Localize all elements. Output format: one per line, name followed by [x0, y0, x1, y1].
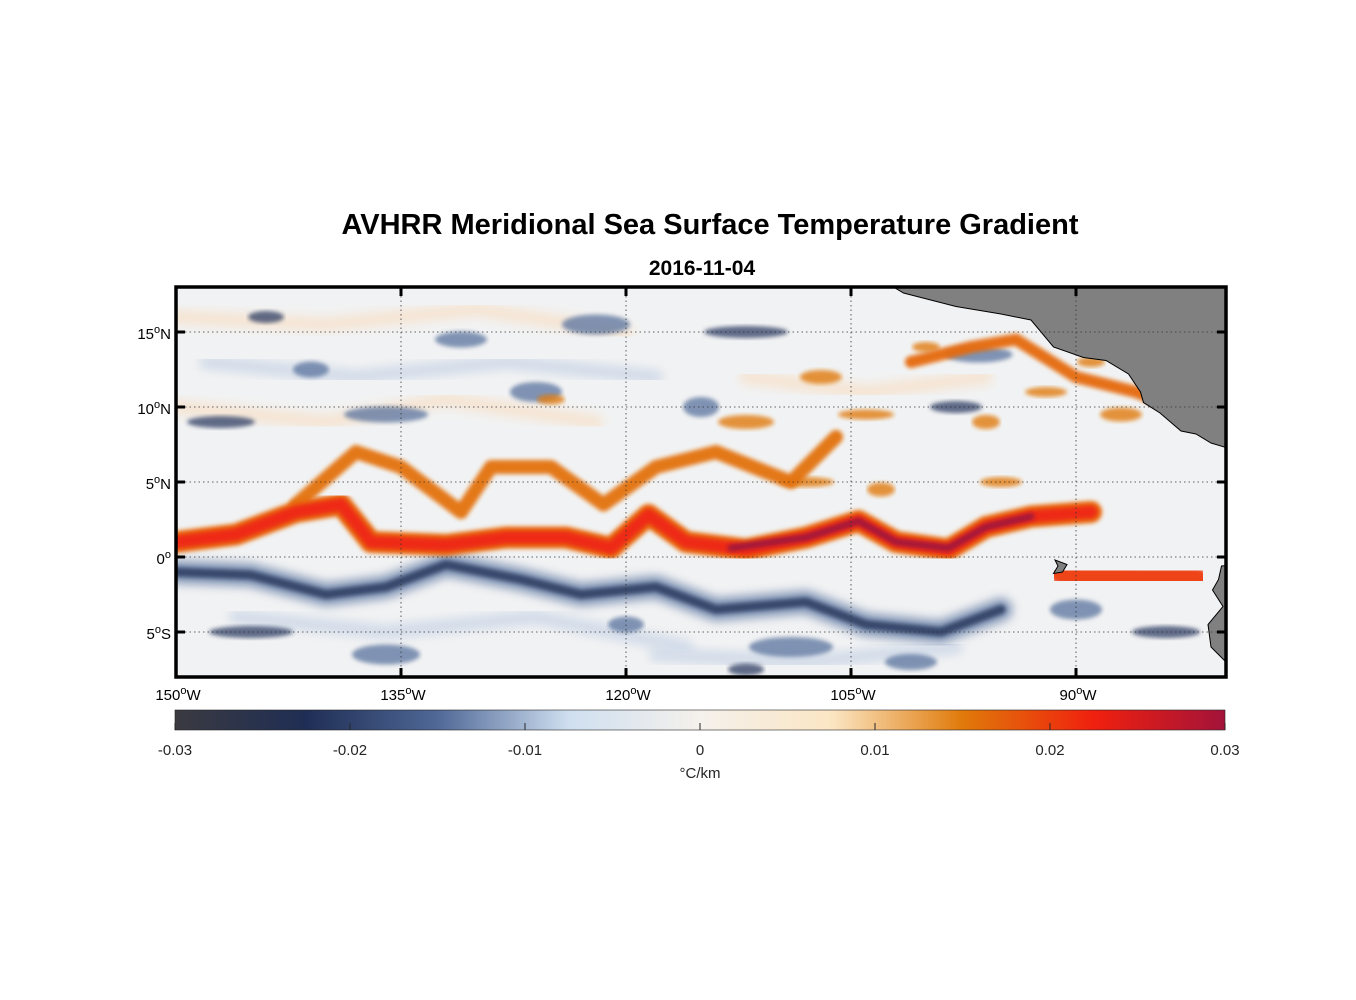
cold-band-south [176, 560, 1006, 637]
equatorial-front-core [727, 513, 1035, 552]
texture-streak [739, 370, 993, 400]
warm-anomaly [800, 370, 842, 384]
warm-anomaly [912, 342, 940, 352]
texture-streak [649, 640, 963, 670]
cold-anomaly [187, 416, 255, 428]
colorbar-tick-label: 0.03 [1210, 742, 1239, 759]
degree-symbol: o [155, 624, 161, 636]
tick-hemisphere: W [1082, 687, 1097, 704]
colorbar-label: °C/km [680, 765, 721, 782]
land-south-america [1207, 565, 1226, 663]
cold-anomaly [435, 331, 487, 348]
tick-hemisphere: W [186, 687, 201, 704]
degree-symbol: o [154, 399, 160, 411]
tick-degrees: 15 [137, 326, 154, 343]
chart-subtitle: 2016-11-04 [649, 257, 756, 280]
warm-coastal-southeast [1049, 560, 1208, 592]
cold-anomaly [885, 654, 937, 670]
colorbar-tick-label: -0.02 [333, 742, 367, 759]
colorbar: -0.03 -0.02 -0.01 0 0.01 0.02 0.03 °C/km [158, 709, 1240, 782]
degree-symbol: o [1076, 685, 1082, 697]
warm-anomaly [972, 415, 1000, 429]
gradient-field [176, 302, 1217, 676]
lon-tick-label: 135oW [380, 685, 426, 704]
cold-anomaly [1050, 599, 1102, 620]
tick-hemisphere: W [636, 687, 651, 704]
tick-degrees: 10 [137, 401, 154, 418]
cold-anomaly [293, 361, 329, 378]
colorbar-ticks: -0.03 -0.02 -0.01 0 0.01 0.02 0.03 [158, 723, 1240, 759]
cold-anomaly [209, 626, 293, 638]
cold-anomaly [704, 326, 788, 338]
lon-tick-label: 150oW [155, 685, 201, 704]
longitude-labels: 150oW 135oW 120oW 105oW 90oW [155, 685, 1097, 704]
degree-symbol: o [154, 324, 160, 336]
warm-anomaly [718, 415, 774, 429]
tick-degrees: 0 [157, 551, 165, 568]
lat-tick-label: 5oN [146, 474, 171, 493]
tick-degrees: 90 [1060, 687, 1077, 704]
lat-tick-label: 5oS [147, 624, 171, 643]
colorbar-tick-label: 0.02 [1035, 742, 1064, 759]
degree-symbol: o [855, 685, 861, 697]
texture-streak [229, 609, 693, 654]
tick-degrees: 120 [605, 687, 630, 704]
degree-symbol: o [180, 685, 186, 697]
warm-anomaly [1025, 387, 1067, 397]
cold-anomaly [344, 406, 428, 423]
lon-tick-label: 120oW [605, 685, 651, 704]
lon-tick-label: 105oW [830, 685, 876, 704]
land [892, 287, 1226, 663]
lat-tick-label: 0o [157, 549, 171, 568]
cold-anomaly [562, 314, 630, 335]
degree-symbol: o [405, 685, 411, 697]
cold-anomaly [683, 397, 719, 417]
axis-ticks [174, 287, 1226, 677]
tick-hemisphere: W [861, 687, 876, 704]
tick-degrees: 150 [155, 687, 180, 704]
degree-symbol: o [630, 685, 636, 697]
tick-hemisphere: N [160, 401, 171, 418]
tick-hemisphere: S [161, 626, 171, 643]
colorbar-tick-label: -0.01 [508, 742, 542, 759]
tick-hemisphere: W [411, 687, 426, 704]
cold-anomaly [352, 644, 420, 665]
colorbar-tick-label: 0.01 [860, 742, 889, 759]
texture-streak [176, 302, 633, 339]
lat-tick-label: 10oN [137, 399, 171, 418]
degree-symbol: o [154, 474, 160, 486]
tick-degrees: 105 [830, 687, 855, 704]
tick-degrees: 135 [380, 687, 405, 704]
chart-title: AVHRR Meridional Sea Surface Temperature… [341, 209, 1078, 241]
tick-degrees: 5 [146, 476, 154, 493]
warm-anomaly [838, 409, 894, 420]
tick-hemisphere: N [160, 476, 171, 493]
cold-anomaly [749, 637, 833, 657]
warm-front-north [289, 430, 843, 519]
land-central-america [892, 287, 1226, 449]
cold-anomaly [248, 311, 284, 323]
cold-anomaly [728, 663, 764, 676]
land-galapagos [1052, 559, 1068, 575]
texture-streak [199, 354, 663, 385]
lon-tick-label: 90oW [1060, 685, 1098, 704]
tick-hemisphere: N [160, 326, 171, 343]
warm-anomaly [537, 394, 565, 405]
tick-degrees: 5 [147, 626, 155, 643]
warm-anomaly [1100, 407, 1142, 422]
graticule [176, 287, 1226, 677]
warm-anomaly [867, 482, 895, 497]
colorbar-tick-label: -0.03 [158, 742, 192, 759]
degree-symbol: o [165, 549, 171, 561]
colorbar-tick-label: 0 [696, 742, 704, 759]
lat-tick-label: 15oN [137, 324, 171, 343]
